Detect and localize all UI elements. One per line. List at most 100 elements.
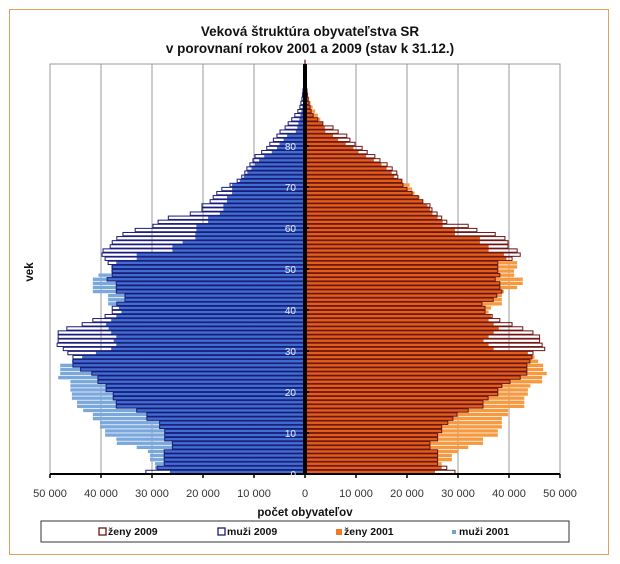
bar-muzi-overlap [172, 441, 305, 445]
bar-zeny-overlap [305, 109, 312, 113]
bar-muzi-overlap [196, 224, 305, 228]
bar-muzi-overlap [107, 277, 306, 281]
bar-zeny-overlap [305, 363, 527, 368]
bar-zeny-overlap [305, 404, 483, 409]
bar-zeny-overlap [305, 191, 413, 195]
bar-zeny-overlap [305, 314, 492, 318]
bar-muzi-overlap [232, 187, 305, 191]
bar-muzi-overlap [91, 371, 305, 376]
bar-zeny-overlap [305, 273, 500, 277]
chart-title-line-1: Veková štruktúra obyvateľstva SR [201, 24, 420, 39]
bar-zeny-overlap [305, 375, 521, 380]
bar-zeny-overlap [305, 302, 482, 306]
bar-zeny-overlap [305, 285, 500, 290]
bar-muzi-overlap [106, 384, 305, 388]
bar-muzi-overlap [113, 339, 305, 343]
x-axis-label: počet obyvateľov [257, 507, 353, 519]
bar-zeny-overlap [305, 421, 448, 425]
bar-muzi-overlap [298, 121, 305, 126]
bar-muzi-overlap [223, 207, 305, 212]
bar-zeny-overlap [305, 384, 502, 388]
bar-muzi-overlap [172, 244, 305, 249]
legend-label-zeny-2001: ženy 2001 [344, 526, 394, 538]
bar-zeny-overlap [305, 154, 367, 158]
bar-muzi-overlap [95, 351, 306, 355]
bar-zeny-overlap [305, 359, 530, 363]
bar-zeny-overlap [305, 462, 438, 466]
bar-muzi-overlap [226, 199, 305, 204]
bar-zeny-overlap [305, 179, 402, 183]
bar-zeny-overlap [305, 466, 442, 470]
bar-muzi-overlap [287, 134, 305, 138]
bar-muzi-overlap [124, 298, 305, 302]
bar-zeny-overlap [305, 175, 395, 179]
bar-muzi-overlap [259, 158, 305, 163]
bar-zeny-overlap [305, 400, 483, 404]
bar-muzi-overlap [239, 179, 305, 183]
bar-zeny-overlap [305, 339, 484, 343]
bar-muzi-overlap [164, 437, 305, 441]
bar-zeny-overlap [305, 380, 511, 384]
bar-zeny-overlap [305, 388, 498, 392]
bar-zeny-overlap [305, 199, 423, 204]
bar-zeny-overlap [305, 396, 489, 400]
bar-zeny-overlap [305, 289, 502, 294]
y-tick-label: 0 [290, 470, 296, 481]
bar-muzi-overlap [136, 257, 305, 261]
bar-zeny-overlap [305, 277, 496, 281]
x-tick-label: 10 000 [339, 488, 373, 500]
bar-muzi-overlap [72, 359, 305, 363]
bar-zeny-overlap [305, 248, 489, 253]
bar-muzi-overlap [106, 322, 305, 327]
x-tick-label: 30 000 [441, 488, 475, 500]
bar-muzi-overlap [243, 175, 305, 179]
legend-label-muzi-2001: muži 2001 [459, 526, 509, 538]
bar-muzi-overlap [164, 429, 305, 433]
bar-zeny-overlap [305, 134, 334, 138]
bar-muzi-overlap [118, 306, 305, 310]
bar-zeny-overlap [305, 355, 532, 359]
bar-muzi-overlap [159, 425, 305, 429]
bar-zeny-overlap [305, 441, 430, 445]
bar-zeny-overlap [305, 306, 486, 310]
bar-muzi-overlap [157, 466, 305, 470]
bar-muzi-overlap [97, 380, 305, 384]
bar-zeny-overlap [305, 351, 528, 355]
bar-muzi-overlap [116, 302, 305, 306]
bar-zeny-overlap [305, 121, 323, 126]
bar-muzi-overlap [251, 166, 305, 171]
bar-muzi-overlap [172, 445, 305, 450]
legend: ženy 2009 muži 2009 ženy 2001 muži 2001 [40, 520, 570, 543]
bar-muzi-overlap [264, 154, 305, 158]
bar-muzi-overlap [208, 216, 305, 220]
legend-swatch-muzi-2009 [217, 527, 226, 536]
bar-muzi-overlap [116, 314, 305, 318]
x-tick-label: 50 000 [33, 488, 67, 500]
bar-zeny-overlap [305, 408, 469, 413]
legend-swatch-muzi-2001 [452, 530, 456, 534]
bar-muzi-overlap [108, 326, 306, 331]
bar-muzi-overlap [111, 347, 305, 351]
bar-muzi-overlap [164, 457, 305, 462]
bar-zeny-overlap [305, 142, 346, 146]
bar-zeny-overlap [305, 129, 326, 134]
bar-zeny-overlap [305, 203, 428, 208]
bar-muzi-overlap [195, 232, 305, 236]
x-tick-label: 20 000 [390, 488, 424, 500]
bar-muzi-overlap [116, 281, 305, 286]
bar-muzi-overlap [232, 191, 305, 195]
bar-muzi-overlap [112, 273, 305, 277]
bar-muzi-overlap [295, 129, 305, 134]
y-axis-label: vek [24, 262, 36, 282]
bar-zeny-overlap [305, 158, 374, 163]
bar-muzi-overlap [255, 162, 305, 167]
bar-muzi-overlap [136, 252, 305, 257]
bar-muzi-overlap [80, 367, 305, 372]
y-tick-label: 10 [285, 429, 297, 440]
bar-muzi-overlap [172, 248, 305, 253]
bar-zeny-overlap [305, 240, 480, 245]
bar-muzi-overlap [164, 462, 305, 466]
bar-muzi-overlap [223, 203, 305, 208]
bar-zeny-overlap [305, 195, 419, 199]
x-tick-label: 10 000 [237, 488, 271, 500]
